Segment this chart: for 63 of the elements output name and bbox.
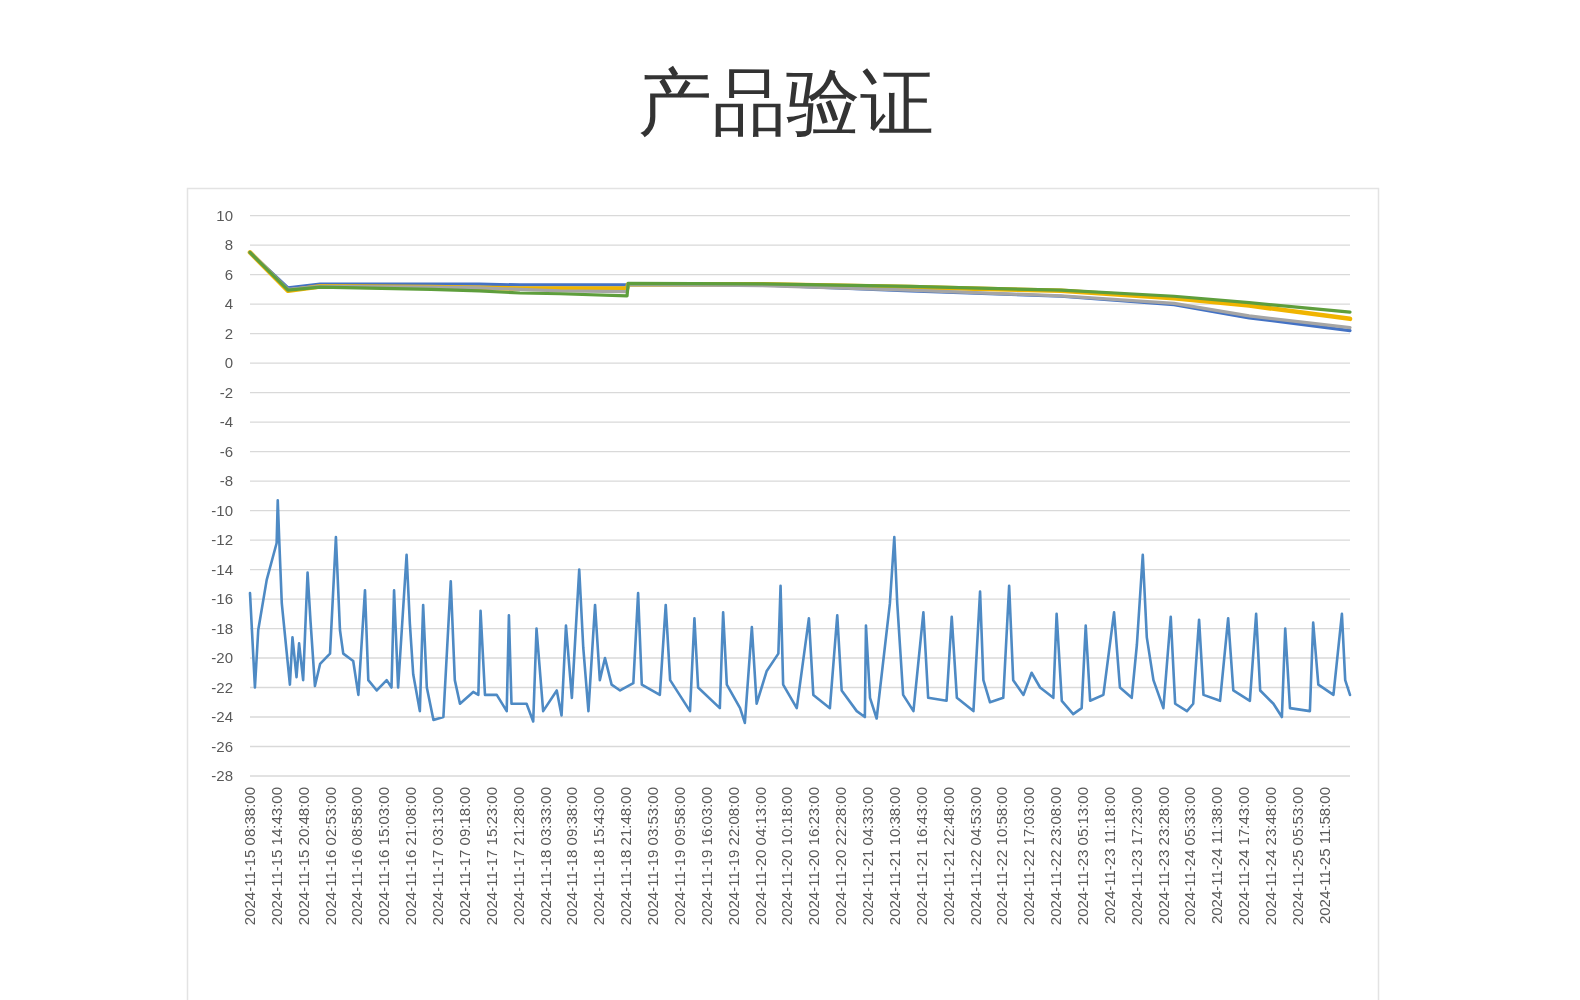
y-tick-label: -2 — [219, 383, 233, 401]
x-tick-label: 2024-11-15 08:38:00 — [241, 787, 258, 926]
x-tick-label: 2024-11-18 21:48:00 — [617, 787, 635, 926]
x-tick-label: 2024-11-25 11:58:00 — [1315, 787, 1333, 925]
y-tick-label: -22 — [211, 678, 233, 696]
x-tick-label: 2024-11-17 21:28:00 — [509, 787, 527, 926]
y-tick-label: -12 — [211, 531, 233, 549]
x-tick-label: 2024-11-21 10:38:00 — [885, 787, 903, 926]
y-tick-label: -10 — [211, 501, 233, 519]
x-tick-label: 2024-11-17 15:23:00 — [482, 787, 500, 926]
x-tick-label: 2024-11-20 10:18:00 — [778, 787, 796, 926]
x-tick-label: 2024-11-22 23:08:00 — [1047, 787, 1065, 926]
x-tick-label: 2024-11-16 15:03:00 — [375, 787, 393, 926]
x-tick-label: 2024-11-22 10:58:00 — [993, 787, 1011, 926]
y-tick-label: 6 — [224, 265, 233, 283]
x-tick-label: 2024-11-24 11:38:00 — [1208, 787, 1226, 925]
x-tick-label: 2024-11-21 04:33:00 — [859, 787, 877, 926]
x-tick-label: 2024-11-21 16:43:00 — [912, 787, 930, 926]
y-tick-label: -14 — [211, 560, 233, 578]
x-tick-label: 2024-11-25 05:53:00 — [1288, 787, 1306, 926]
y-tick-label: -24 — [211, 708, 233, 726]
x-tick-label: 2024-11-15 14:43:00 — [267, 787, 285, 926]
x-tick-label: 2024-11-17 03:13:00 — [429, 787, 447, 926]
x-tick-label: 2024-11-24 23:48:00 — [1262, 787, 1280, 926]
y-tick-label: -4 — [219, 413, 233, 431]
y-tick-label: -20 — [211, 649, 233, 667]
x-tick-label: 2024-11-23 05:13:00 — [1073, 787, 1091, 926]
y-tick-label: 0 — [224, 354, 233, 372]
y-tick-label: 2 — [224, 324, 233, 342]
x-tick-label: 2024-11-19 03:53:00 — [644, 787, 662, 926]
x-tick-label: 2024-11-20 22:28:00 — [832, 787, 850, 926]
x-tick-label: 2024-11-19 22:08:00 — [724, 787, 742, 926]
x-tick-label: 2024-11-18 03:33:00 — [536, 787, 554, 926]
y-tick-label: -18 — [211, 619, 233, 637]
y-tick-label: -28 — [211, 767, 233, 784]
x-tick-label: 2024-11-16 21:08:00 — [402, 787, 420, 926]
y-tick-label: 4 — [224, 295, 233, 313]
chart-title: 产品验证 — [638, 61, 934, 144]
line-series — [248, 498, 1352, 725]
y-tick-label: -16 — [211, 590, 233, 608]
x-tick-label: 2024-11-16 08:58:00 — [348, 787, 366, 926]
x-tick-label: 2024-11-15 20:48:00 — [294, 787, 312, 926]
x-tick-label: 2024-11-22 17:03:00 — [1020, 787, 1038, 926]
x-tick-label: 2024-11-18 15:43:00 — [590, 787, 608, 926]
y-tick-label: 10 — [216, 206, 233, 224]
x-tick-label: 2024-11-19 09:58:00 — [670, 787, 688, 926]
x-tick-label: 2024-11-23 17:23:00 — [1127, 787, 1145, 926]
x-tick-label: 2024-11-16 02:53:00 — [321, 787, 339, 926]
y-tick-label: -8 — [219, 472, 233, 490]
x-tick-label: 2024-11-20 16:23:00 — [805, 787, 823, 926]
x-tick-label: 2024-11-24 17:43:00 — [1235, 787, 1253, 926]
y-tick-label: 8 — [224, 236, 233, 254]
x-tick-label: 2024-11-22 04:53:00 — [966, 787, 984, 926]
x-tick-label: 2024-11-23 11:18:00 — [1100, 787, 1118, 925]
y-tick-label: -26 — [211, 737, 233, 755]
x-tick-label: 2024-11-18 09:38:00 — [563, 787, 581, 926]
x-tick-label: 2024-11-24 05:33:00 — [1181, 787, 1199, 926]
x-tick-label: 2024-11-21 22:48:00 — [939, 787, 957, 926]
x-tick-label: 2024-11-17 09:18:00 — [455, 787, 473, 926]
x-tick-label: 2024-11-20 04:13:00 — [751, 787, 769, 926]
y-tick-label: -6 — [219, 442, 233, 460]
x-tick-label: 2024-11-19 16:03:00 — [697, 787, 715, 926]
x-tick-label: 2024-11-23 23:28:00 — [1154, 787, 1172, 926]
